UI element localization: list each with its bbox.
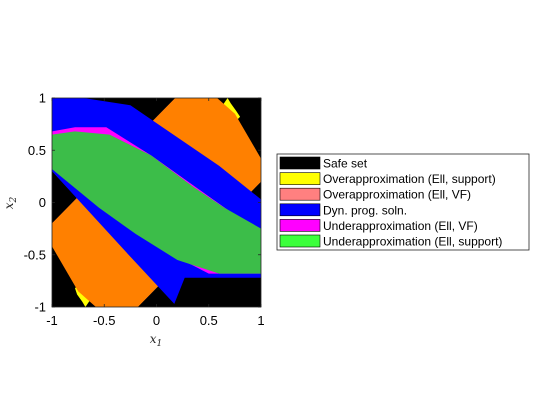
x-tick-label: 0 [153,313,160,328]
legend-swatch [279,172,321,185]
legend-label: Underapproximation (Ell, support) [323,235,502,249]
legend-swatch [279,219,321,232]
legend-swatch [279,203,321,217]
x-tick-label: 0.5 [200,313,218,328]
legend-label: Dyn. prog. soln. [323,203,407,217]
y-tick-label: 0 [39,195,46,210]
plot-area [52,98,261,307]
x-axis-label-base: x [150,332,157,346]
x-axis-label-sub: 1 [157,339,163,349]
x-tick-label: -1 [46,313,58,328]
y-tick-label: -0.5 [24,247,46,262]
axis-tick-labels: -1 -0.5 0 0.5 1 -1 -0.5 0 0.5 1 [24,91,265,329]
legend-swatch [279,156,321,170]
x-axis-label: x1 [150,332,163,349]
y-axis-label-base: x [2,202,16,209]
legend-swatch [279,234,321,248]
legend-label: Underapproximation (Ell, VF) [323,219,478,233]
region-6 [52,131,261,274]
y-tick-label: 1 [39,91,46,106]
axis-ticks [51,97,262,308]
legend-label: Safe set [323,157,368,171]
legend-box [276,153,530,251]
y-tick-label: -1 [34,300,46,315]
legend-label: Overapproximation (Ell, support) [323,172,496,186]
y-tick-label: 0.5 [28,143,46,158]
legend-swatch [279,187,321,201]
x-tick-label: -0.5 [93,313,115,328]
x-tick-label: 1 [257,313,264,328]
y-axis-label-sub: 2 [9,196,19,203]
legend-label: Overapproximation (Ell, VF) [323,188,471,202]
y-axis-label: x2 [2,196,19,209]
